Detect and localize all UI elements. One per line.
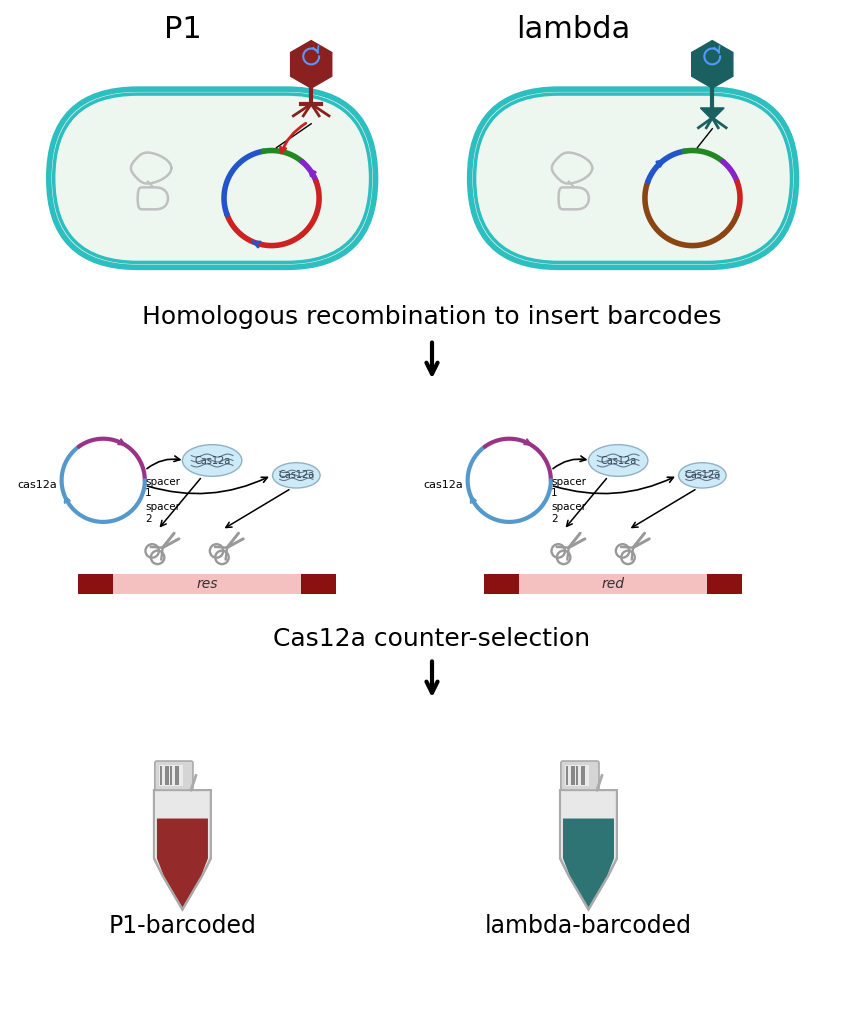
Bar (113, 574, 302, 594)
Text: Cas12a counter-selection: Cas12a counter-selection (273, 627, 591, 651)
Bar (165, 766, 168, 785)
Text: spacer
2: spacer 2 (551, 502, 587, 524)
FancyBboxPatch shape (48, 89, 376, 267)
Bar (79, 574, 113, 594)
Bar (575, 766, 578, 785)
Text: Cas12a: Cas12a (278, 470, 314, 480)
Ellipse shape (272, 463, 320, 488)
FancyBboxPatch shape (470, 89, 797, 267)
Text: P1: P1 (163, 15, 201, 44)
Polygon shape (701, 108, 724, 120)
Text: Cas12a: Cas12a (194, 456, 231, 466)
Bar (302, 574, 336, 594)
FancyBboxPatch shape (561, 761, 599, 791)
Text: cas12a: cas12a (17, 480, 57, 490)
Bar (175, 766, 179, 785)
Text: red: red (601, 578, 625, 591)
FancyBboxPatch shape (159, 765, 182, 786)
Text: Cas12a: Cas12a (600, 456, 636, 466)
Text: Homologous recombination to insert barcodes: Homologous recombination to insert barco… (143, 305, 721, 329)
Polygon shape (692, 41, 733, 88)
Bar (571, 766, 575, 785)
Text: spacer
1: spacer 1 (551, 476, 587, 498)
Bar (485, 574, 519, 594)
Text: spacer
1: spacer 1 (145, 476, 181, 498)
FancyBboxPatch shape (155, 761, 193, 791)
Bar (169, 766, 172, 785)
FancyBboxPatch shape (565, 765, 588, 786)
Polygon shape (290, 41, 332, 88)
Bar (566, 766, 568, 785)
Bar (581, 766, 585, 785)
Text: lambda: lambda (517, 15, 631, 44)
Ellipse shape (588, 444, 648, 476)
Text: Cas12a: Cas12a (684, 470, 721, 480)
Ellipse shape (678, 463, 726, 488)
Bar (708, 574, 742, 594)
Bar (160, 766, 162, 785)
Polygon shape (154, 791, 211, 909)
Bar (519, 574, 708, 594)
Text: cas12a: cas12a (423, 480, 463, 490)
Polygon shape (563, 818, 614, 907)
Text: lambda-barcoded: lambda-barcoded (485, 914, 692, 938)
Text: res: res (196, 578, 218, 591)
Polygon shape (560, 791, 617, 909)
Text: P1-barcoded: P1-barcoded (109, 914, 257, 938)
Ellipse shape (182, 444, 242, 476)
Text: spacer
2: spacer 2 (145, 502, 181, 524)
Polygon shape (157, 818, 208, 907)
